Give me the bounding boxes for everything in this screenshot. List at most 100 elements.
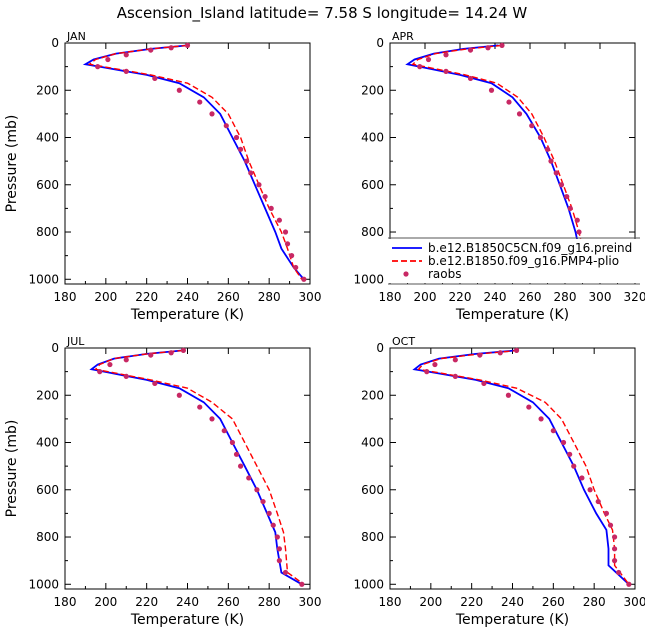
panel-apr: 180 200 220 240 260 280 300 320 0 200 400 600 800 100…	[353, 30, 645, 323]
plio-line	[94, 349, 305, 585]
panel-month-label: OCT	[392, 335, 415, 348]
raobs-point	[607, 522, 614, 528]
y-tick-label: 800	[36, 225, 59, 239]
panel-jul: 180 200 220 240 260 280 300 0 200 400 600 800 1000 JU…	[4, 335, 321, 628]
raobs-point	[506, 99, 512, 105]
raobs-point	[513, 347, 520, 353]
x-tick-label: 220	[135, 595, 158, 609]
raobs-point	[284, 241, 291, 247]
raobs-point	[168, 350, 174, 356]
x-tick-label: 180	[54, 290, 77, 304]
raobs-point	[529, 123, 535, 129]
x-axis-label: Temperature (K)	[455, 612, 569, 628]
raobs-point	[558, 182, 565, 188]
y-tick-label: 200	[36, 388, 59, 402]
raobs-point	[537, 134, 544, 141]
legend: b.e12.B1850C5CN.f09_g16.preindb.e12.B185…	[388, 237, 640, 285]
raobs-point	[123, 52, 129, 58]
raobs-point	[299, 581, 305, 587]
panel-oct: 180 200 220 240 260 280 300 0 200 400 600 800 1000 OC…	[353, 335, 645, 628]
x-tick-label: 300	[589, 290, 612, 304]
raobs-point	[244, 158, 250, 164]
raobs-point	[301, 276, 307, 282]
raobs-point	[611, 546, 618, 552]
raobs-point	[148, 352, 154, 358]
x-tick-label: 200	[94, 595, 117, 609]
y-tick-label: 600	[361, 483, 384, 497]
panel-month-label: JAN	[66, 30, 86, 43]
raobs-point	[548, 158, 554, 164]
raobs-point	[477, 352, 483, 358]
raobs-point	[184, 42, 191, 48]
raobs-point	[289, 253, 295, 259]
raobs-point	[560, 439, 567, 446]
raobs-point	[499, 42, 505, 48]
raobs-point	[611, 558, 618, 564]
raobs-point	[274, 534, 280, 540]
raobs-point	[105, 56, 111, 63]
preind-line	[405, 44, 601, 280]
raobs-point	[553, 170, 559, 176]
raobs-point	[526, 404, 532, 410]
panel-month-label: JUL	[66, 335, 85, 348]
x-tick-label: 220	[449, 290, 472, 304]
x-tick-label: 180	[379, 595, 402, 609]
raobs-point	[123, 357, 129, 363]
raobs-point	[282, 569, 289, 576]
raobs-point	[254, 487, 260, 493]
raobs-point	[616, 569, 622, 576]
raobs-point	[123, 373, 129, 379]
raobs-point	[276, 217, 282, 223]
x-tick-label: 300	[299, 595, 322, 609]
x-tick-label: 240	[501, 595, 524, 609]
x-tick-label: 240	[484, 290, 507, 304]
raobs-point	[246, 475, 252, 481]
x-tick-label: 180	[54, 595, 77, 609]
raobs-point	[417, 64, 423, 70]
y-tick-label: 1000	[28, 272, 59, 286]
legend-entry-label: raobs	[428, 267, 462, 281]
x-axis-label: Temperature (K)	[130, 307, 244, 323]
x-tick-label: 280	[258, 290, 281, 304]
raobs-point	[485, 45, 491, 51]
x-tick-label: 260	[519, 290, 542, 304]
raobs-point	[209, 416, 215, 422]
preind-line	[82, 44, 305, 280]
y-tick-label: 600	[361, 178, 384, 192]
x-tick-label: 260	[217, 595, 240, 609]
raobs-point	[595, 498, 601, 505]
y-tick-label: 0	[376, 341, 384, 355]
plot-frame	[64, 347, 311, 590]
raobs-point	[505, 392, 512, 398]
raobs-point	[282, 229, 289, 235]
raobs-point	[293, 264, 299, 271]
raobs-point	[481, 380, 487, 387]
y-tick-label: 0	[376, 36, 384, 50]
plio-line	[87, 44, 303, 280]
raobs-point	[152, 75, 158, 82]
raobs-point	[574, 217, 580, 223]
y-tick-label: 200	[361, 83, 384, 97]
raobs-point	[603, 510, 610, 516]
raobs-point	[233, 451, 240, 457]
y-tick-label: 800	[361, 530, 384, 544]
x-tick-label: 180	[379, 290, 402, 304]
raobs-point	[611, 534, 618, 540]
y-tick-label: 400	[36, 131, 59, 145]
raobs-point	[626, 581, 632, 587]
raobs-point	[268, 205, 274, 211]
x-tick-label: 220	[135, 290, 158, 304]
x-tick-label: 220	[460, 595, 483, 609]
raobs-point	[260, 498, 266, 505]
raobs-point	[256, 182, 262, 188]
raobs-point	[176, 87, 182, 93]
raobs-point	[425, 56, 432, 63]
raobs-point	[221, 428, 227, 434]
preind-line	[89, 349, 303, 586]
raobs-point	[550, 428, 556, 434]
raobs-point	[152, 380, 158, 387]
y-tick-label: 0	[51, 36, 59, 50]
y-tick-label: 800	[361, 225, 384, 239]
raobs-point	[123, 68, 129, 74]
raobs-point	[95, 64, 101, 70]
